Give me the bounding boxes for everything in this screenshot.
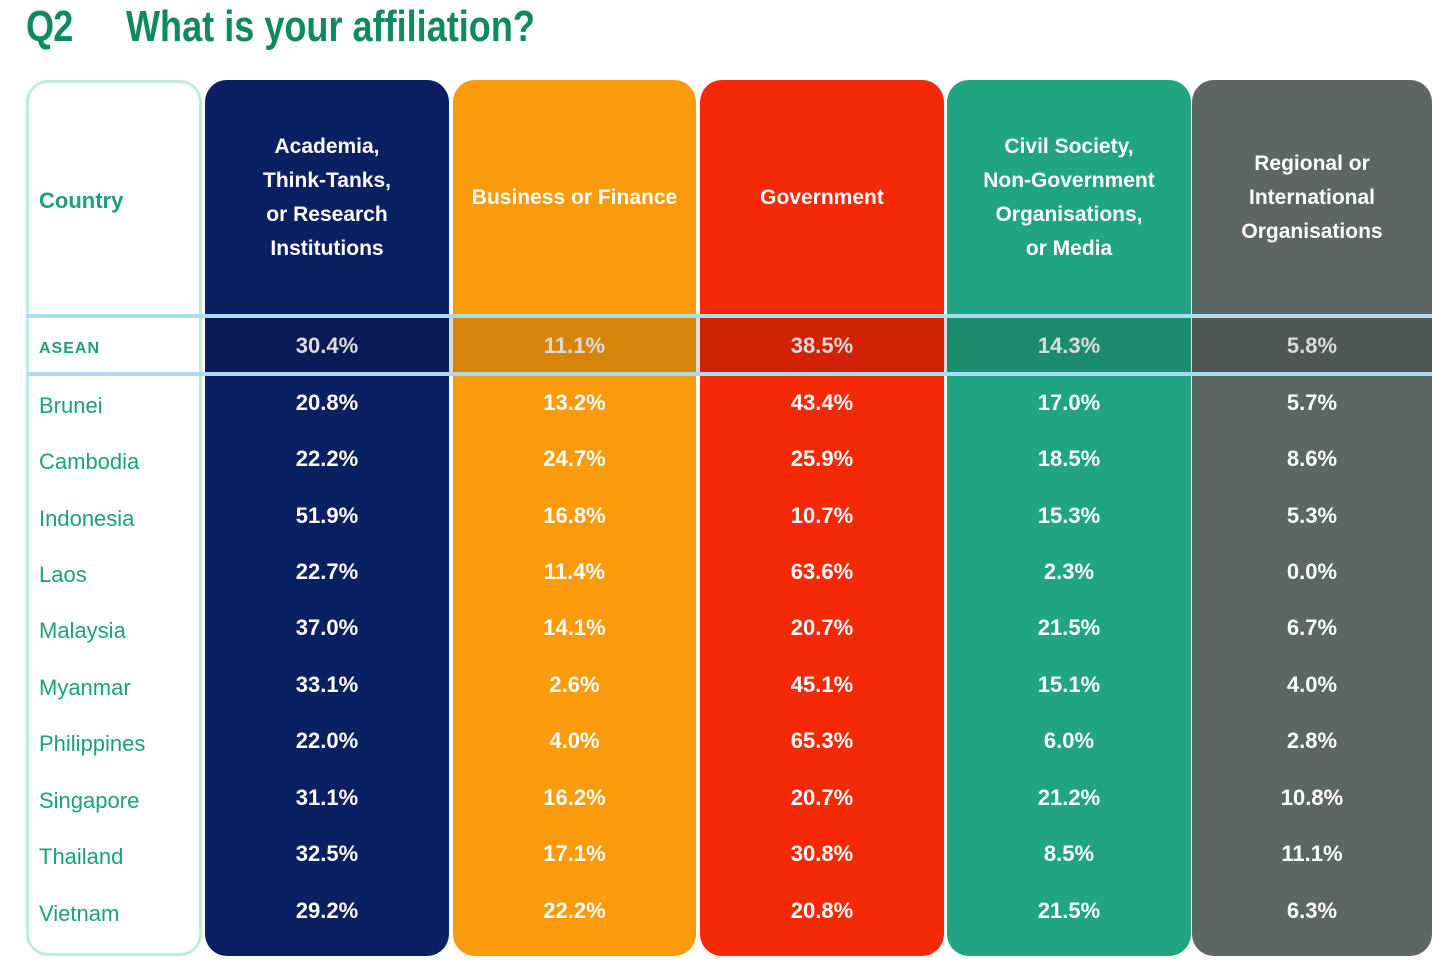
value-civil-thailand: 8.5%: [1043, 841, 1095, 866]
value-business-asean: 11.1%: [543, 333, 606, 358]
country-header: Country: [39, 188, 124, 213]
value-civil-philippines: 6.0%: [1043, 728, 1095, 753]
chart-title: Q2 What is your affiliation?: [26, 2, 625, 62]
value-civil-singapore: 21.2%: [1037, 785, 1101, 810]
value-regional-vietnam: 6.3%: [1286, 898, 1338, 923]
value-academia-myanmar: 33.1%: [295, 672, 359, 697]
value-civil-cambodia: 18.5%: [1037, 446, 1101, 471]
row-label-malaysia: Malaysia: [39, 618, 126, 643]
value-civil-malaysia: 21.5%: [1037, 615, 1101, 640]
header-civil: Civil Society, Non-Government Organisation…: [983, 135, 1155, 260]
value-academia-cambodia: 22.2%: [295, 446, 359, 471]
question-text: What is your affiliation?: [126, 2, 535, 51]
row-label-cambodia: Cambodia: [39, 449, 140, 474]
value-academia-laos: 22.7%: [295, 559, 359, 584]
value-government-laos: 63.6%: [790, 559, 854, 584]
value-business-laos: 11.4%: [543, 559, 606, 584]
value-business-vietnam: 22.2%: [543, 898, 606, 923]
value-government-singapore: 20.7%: [790, 785, 854, 810]
row-label-laos: Laos: [39, 562, 87, 587]
column-business: Business or Finance 11.1% 13.2% 24.7% 16.8% 1…: [453, 80, 696, 956]
row-label-myanmar: Myanmar: [39, 675, 131, 700]
column-government: Government 38.5% 43.4% 25.9% 10.7% 63.6% 20.7%…: [700, 80, 944, 956]
value-business-philippines: 4.0%: [549, 728, 600, 753]
value-academia-indonesia: 51.9%: [295, 503, 359, 528]
row-label-singapore: Singapore: [39, 788, 140, 813]
value-regional-cambodia: 8.6%: [1286, 446, 1338, 471]
value-government-malaysia: 20.7%: [790, 615, 854, 640]
value-business-malaysia: 14.1%: [543, 615, 606, 640]
value-civil-brunei: 17.0%: [1037, 390, 1101, 415]
value-business-singapore: 16.2%: [543, 785, 606, 810]
value-academia-vietnam: 29.2%: [295, 898, 359, 923]
value-regional-myanmar: 4.0%: [1286, 672, 1338, 697]
value-regional-singapore: 10.8%: [1280, 785, 1344, 810]
value-regional-asean: 5.8%: [1286, 333, 1338, 358]
value-government-thailand: 30.8%: [790, 841, 854, 866]
value-government-philippines: 65.3%: [790, 728, 854, 753]
value-government-cambodia: 25.9%: [790, 446, 854, 471]
row-label-asean: ASEAN: [39, 340, 101, 357]
value-business-cambodia: 24.7%: [543, 446, 606, 471]
header-regional: Regional or International Organisations: [1241, 152, 1383, 243]
value-civil-vietnam: 21.5%: [1037, 898, 1101, 923]
value-business-brunei: 13.2%: [543, 390, 606, 415]
value-government-brunei: 43.4%: [790, 390, 854, 415]
value-academia-brunei: 20.8%: [295, 390, 359, 415]
value-government-asean: 38.5%: [790, 333, 854, 358]
header-business: Business or Finance: [471, 186, 678, 209]
column-civil: Civil Society, Non-Government Organisation…: [947, 80, 1191, 956]
value-academia-singapore: 31.1%: [295, 785, 359, 810]
header-government: Government: [760, 186, 884, 209]
country-column: Country ASEAN Brunei Cambodia Indonesia Laos M…: [26, 80, 202, 956]
value-regional-philippines: 2.8%: [1286, 728, 1338, 753]
value-academia-philippines: 22.0%: [295, 728, 359, 753]
value-government-indonesia: 10.7%: [790, 503, 854, 528]
value-civil-indonesia: 15.3%: [1037, 503, 1101, 528]
question-number: Q2: [26, 2, 73, 51]
row-label-indonesia: Indonesia: [39, 506, 135, 531]
value-government-vietnam: 20.8%: [790, 898, 854, 923]
value-regional-indonesia: 5.3%: [1286, 503, 1338, 528]
row-label-philippines: Philippines: [39, 731, 146, 756]
column-regional: Regional or International Organisations 5.8…: [1192, 80, 1432, 956]
value-academia-thailand: 32.5%: [295, 841, 359, 866]
value-government-myanmar: 45.1%: [790, 672, 854, 697]
row-label-thailand: Thailand: [39, 844, 124, 869]
value-business-myanmar: 2.6%: [549, 672, 600, 697]
value-business-indonesia: 16.8%: [543, 503, 606, 528]
header-academia: Academia, Think-Tanks, or Research Institut…: [263, 135, 391, 260]
value-regional-malaysia: 6.7%: [1286, 615, 1338, 640]
column-academia: Academia, Think-Tanks, or Research Institut…: [205, 80, 449, 956]
row-label-vietnam: Vietnam: [39, 901, 120, 926]
row-label-brunei: Brunei: [39, 393, 103, 418]
value-regional-thailand: 11.1%: [1281, 841, 1343, 866]
value-academia-asean: 30.4%: [295, 333, 359, 358]
value-civil-laos: 2.3%: [1043, 559, 1095, 584]
value-civil-asean: 14.3%: [1037, 333, 1101, 358]
value-regional-laos: 0.0%: [1286, 559, 1338, 584]
value-civil-myanmar: 15.1%: [1037, 672, 1101, 697]
value-regional-brunei: 5.7%: [1286, 390, 1338, 415]
value-business-thailand: 17.1%: [543, 841, 606, 866]
value-academia-malaysia: 37.0%: [295, 615, 359, 640]
